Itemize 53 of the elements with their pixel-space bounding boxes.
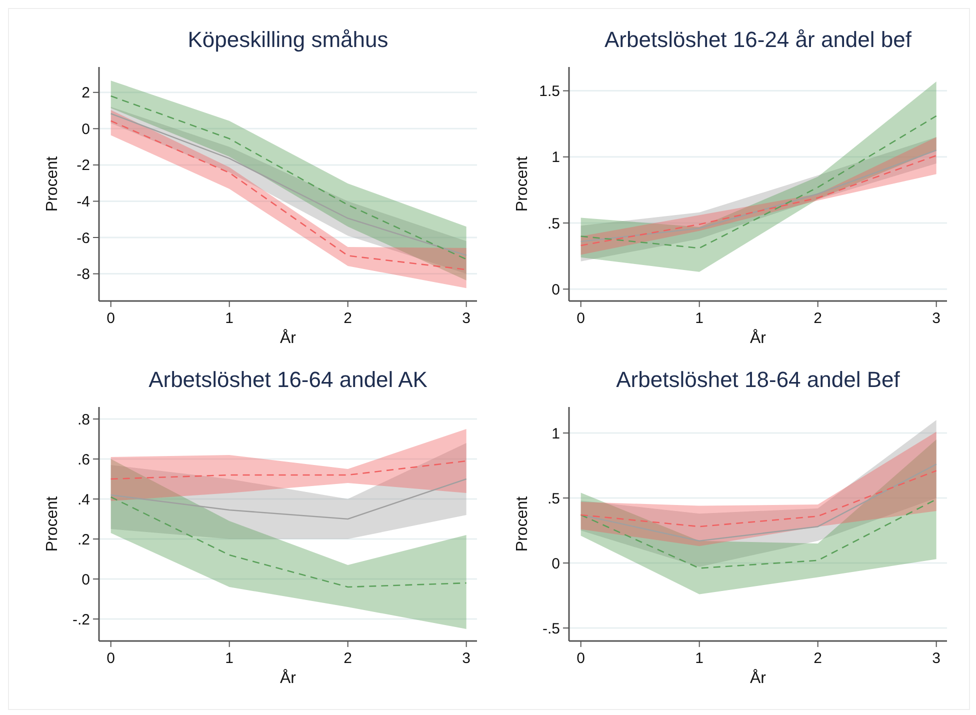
- y-axis-title: Procent: [44, 496, 61, 552]
- x-tick-label: 3: [932, 310, 941, 327]
- y-tick-label: .6: [77, 451, 90, 468]
- x-axis-title: År: [750, 669, 767, 687]
- y-axis-title: Procent: [514, 156, 531, 212]
- y-tick-label: .8: [77, 411, 90, 428]
- y-tick-label: -6: [76, 230, 90, 247]
- x-tick-label: 1: [695, 650, 704, 667]
- x-tick-label: 3: [932, 650, 941, 667]
- y-tick-label: 0: [552, 555, 560, 572]
- x-tick-label: 2: [344, 310, 352, 327]
- y-tick-label: -8: [76, 266, 90, 284]
- chart-title: Arbetslöshet 18-64 andel Bef: [616, 367, 901, 392]
- x-tick-label: 0: [106, 650, 116, 667]
- chart-title: Köpeskilling småhus: [188, 27, 388, 52]
- x-tick-label: 3: [462, 650, 471, 667]
- chart-title: Arbetslöshet 16-24 år andel bef: [604, 27, 912, 52]
- line-series: [110, 478, 467, 520]
- y-axis-title: Procent: [514, 496, 531, 552]
- line-series: [580, 498, 937, 569]
- x-tick-label: 1: [225, 650, 234, 667]
- x-axis-title: År: [280, 669, 297, 687]
- y-tick-label: 0: [552, 281, 560, 298]
- line-series: [580, 470, 937, 528]
- y-tick-label: .5: [547, 215, 560, 232]
- x-tick-label: 0: [106, 310, 116, 327]
- y-tick-label: 0: [82, 120, 90, 138]
- x-axis-title: År: [750, 329, 767, 347]
- x-tick-label: 2: [814, 650, 822, 667]
- y-tick-label: 1: [552, 425, 560, 442]
- y-tick-label: .5: [547, 490, 560, 508]
- x-axis-title: År: [280, 329, 297, 347]
- y-tick-label: .2: [77, 531, 90, 548]
- x-tick-label: 2: [344, 650, 352, 667]
- x-tick-label: 2: [814, 310, 822, 327]
- y-tick-label: -.2: [72, 611, 90, 628]
- line-series: [110, 496, 467, 588]
- y-tick-label: 0: [82, 571, 90, 588]
- y-tick-label: .4: [77, 491, 90, 508]
- y-tick-label: -4: [76, 193, 90, 210]
- x-tick-label: 3: [462, 310, 471, 327]
- y-tick-label: -2: [76, 157, 90, 174]
- y-tick-label: 1: [552, 149, 560, 166]
- y-tick-label: -.5: [542, 620, 560, 638]
- x-tick-label: 0: [576, 650, 586, 667]
- chart-title: Arbetslöshet 16-64 andel AK: [148, 367, 428, 392]
- y-tick-label: 2: [82, 84, 90, 102]
- y-axis-title: Procent: [44, 156, 61, 212]
- x-tick-label: 1: [695, 310, 704, 327]
- x-tick-label: 0: [576, 310, 586, 327]
- y-tick-label: 1.5: [539, 83, 560, 100]
- line-series: [580, 115, 937, 249]
- x-tick-label: 1: [225, 310, 234, 327]
